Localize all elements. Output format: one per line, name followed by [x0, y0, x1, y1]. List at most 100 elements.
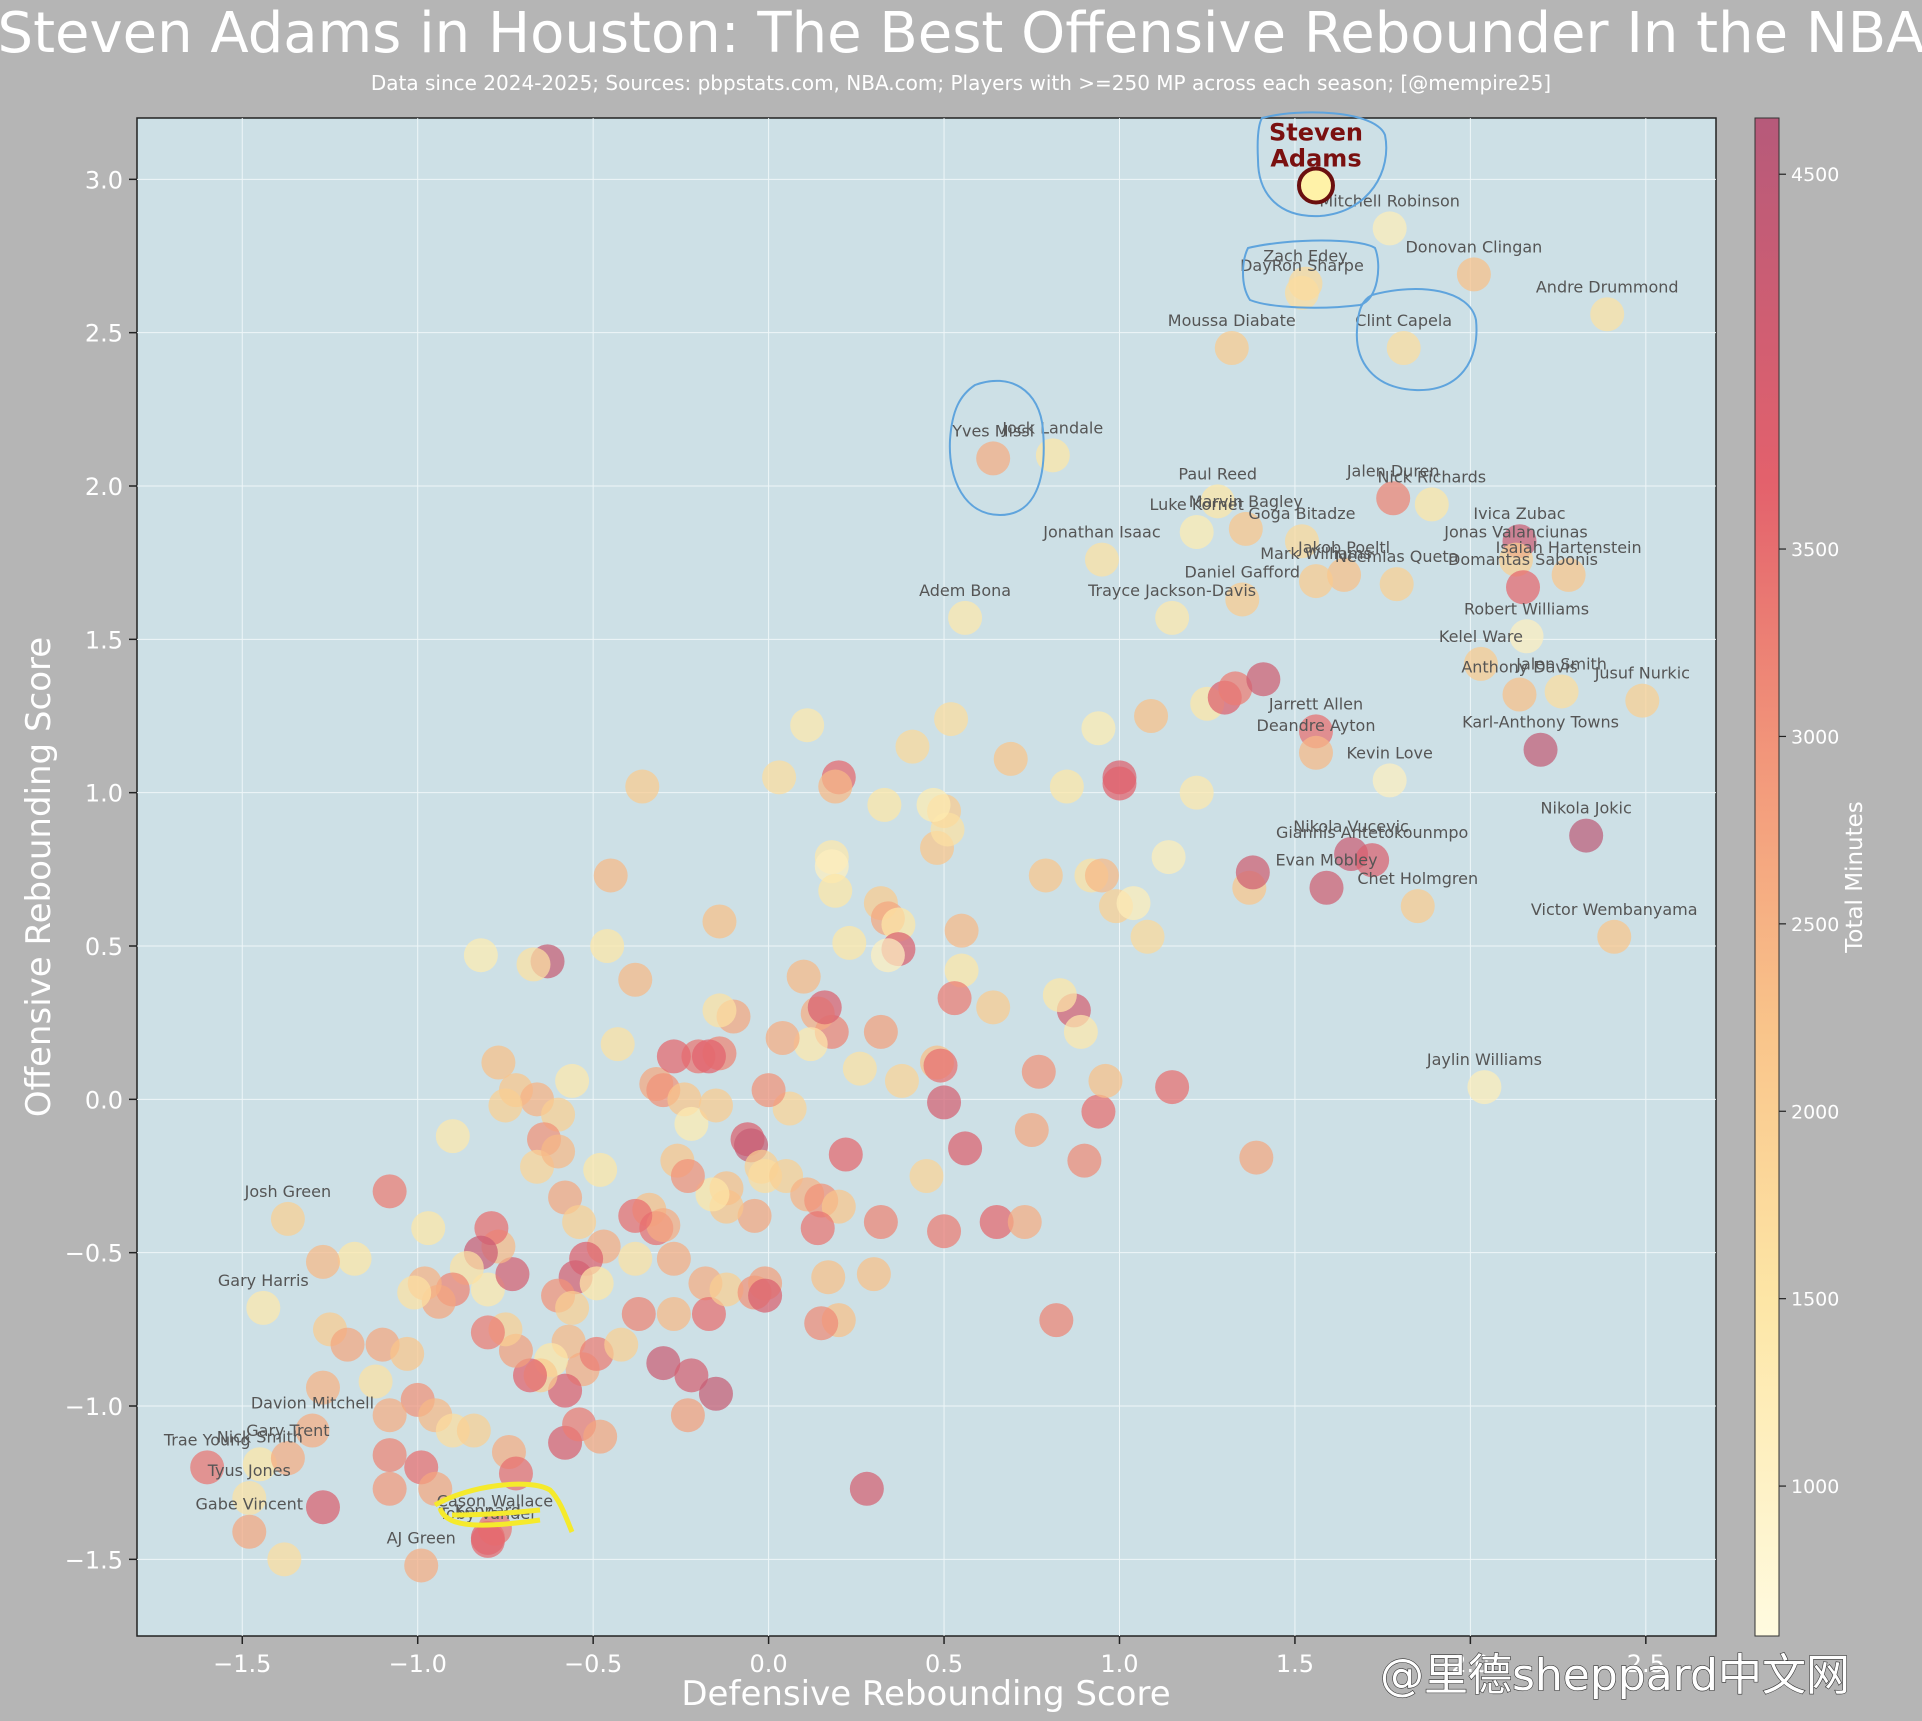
- data-point[interactable]: [1102, 766, 1137, 801]
- data-point[interactable]: [786, 959, 821, 994]
- data-point[interactable]: [330, 1327, 365, 1362]
- data-point[interactable]: [600, 1027, 635, 1062]
- data-point[interactable]: [656, 1297, 691, 1331]
- data-point[interactable]: [305, 1490, 340, 1525]
- data-point[interactable]: [1088, 1063, 1123, 1098]
- player-point[interactable]: [1298, 564, 1333, 599]
- data-point[interactable]: [267, 1542, 302, 1577]
- player-point[interactable]: [1625, 683, 1660, 718]
- player-point[interactable]: [1597, 919, 1632, 954]
- player-point[interactable]: [1551, 557, 1586, 592]
- data-point[interactable]: [358, 1364, 393, 1399]
- player-point[interactable]: [270, 1201, 305, 1236]
- player-point[interactable]: [1509, 619, 1544, 654]
- data-point[interactable]: [1039, 1303, 1074, 1338]
- player-point[interactable]: [1569, 818, 1604, 853]
- data-point[interactable]: [1084, 858, 1119, 893]
- data-point[interactable]: [748, 1278, 783, 1313]
- player-point[interactable]: [948, 600, 983, 635]
- player-point[interactable]: [1400, 889, 1435, 924]
- data-point[interactable]: [807, 990, 842, 1025]
- data-point[interactable]: [1151, 840, 1186, 875]
- data-point[interactable]: [927, 1085, 962, 1120]
- player-point[interactable]: [1372, 211, 1407, 246]
- data-point[interactable]: [495, 1257, 530, 1292]
- data-point[interactable]: [765, 1021, 800, 1055]
- data-point[interactable]: [702, 904, 737, 939]
- player-point[interactable]: [1284, 275, 1319, 310]
- player-point[interactable]: [295, 1413, 330, 1448]
- player-point[interactable]: [270, 1441, 305, 1476]
- player-point[interactable]: [1309, 870, 1344, 905]
- data-point[interactable]: [804, 1306, 839, 1341]
- player-point[interactable]: [1228, 511, 1263, 546]
- data-point[interactable]: [604, 1327, 639, 1362]
- data-point[interactable]: [670, 1398, 705, 1433]
- data-point[interactable]: [1007, 1205, 1042, 1239]
- data-point[interactable]: [372, 1471, 407, 1506]
- data-point[interactable]: [842, 1051, 877, 1086]
- data-point[interactable]: [751, 1073, 786, 1108]
- steven-adams-point[interactable]: [1296, 166, 1335, 205]
- data-point[interactable]: [463, 938, 498, 973]
- data-point[interactable]: [390, 1336, 425, 1371]
- data-point[interactable]: [1155, 1070, 1190, 1105]
- data-point[interactable]: [698, 1376, 733, 1411]
- data-point[interactable]: [762, 760, 797, 795]
- data-point[interactable]: [555, 1063, 590, 1098]
- data-point[interactable]: [618, 1198, 653, 1233]
- data-point[interactable]: [709, 1272, 744, 1307]
- data-point[interactable]: [656, 1039, 691, 1074]
- player-point[interactable]: [242, 1447, 277, 1482]
- data-point[interactable]: [948, 1131, 983, 1166]
- player-point[interactable]: [1372, 763, 1407, 798]
- data-point[interactable]: [737, 1198, 772, 1233]
- data-point[interactable]: [944, 913, 979, 948]
- player-point[interactable]: [470, 1523, 505, 1558]
- data-point[interactable]: [909, 1159, 944, 1193]
- data-point[interactable]: [881, 907, 916, 942]
- player-point[interactable]: [1379, 567, 1414, 602]
- data-point[interactable]: [695, 1177, 730, 1212]
- data-point[interactable]: [916, 787, 951, 822]
- data-point[interactable]: [828, 1137, 863, 1172]
- player-point[interactable]: [1463, 646, 1498, 681]
- data-point[interactable]: [372, 1398, 407, 1433]
- data-point[interactable]: [1028, 858, 1063, 893]
- player-point[interactable]: [1386, 331, 1421, 365]
- data-point[interactable]: [1081, 1094, 1116, 1129]
- data-point[interactable]: [691, 1297, 726, 1331]
- player-point[interactable]: [1084, 542, 1119, 577]
- data-point[interactable]: [927, 1214, 962, 1249]
- data-point[interactable]: [698, 1088, 733, 1123]
- data-point[interactable]: [646, 1208, 681, 1243]
- data-point[interactable]: [418, 1471, 453, 1506]
- data-point[interactable]: [481, 1045, 516, 1080]
- data-point[interactable]: [618, 962, 653, 997]
- data-point[interactable]: [793, 1027, 828, 1062]
- player-point[interactable]: [232, 1481, 267, 1515]
- data-point[interactable]: [555, 1290, 590, 1325]
- data-point[interactable]: [691, 1039, 726, 1074]
- data-point[interactable]: [1235, 855, 1270, 890]
- data-point[interactable]: [979, 1205, 1014, 1239]
- data-point[interactable]: [832, 925, 867, 960]
- data-point[interactable]: [372, 1174, 407, 1209]
- data-point[interactable]: [397, 1275, 432, 1310]
- data-point[interactable]: [863, 1205, 898, 1239]
- player-point[interactable]: [1456, 257, 1491, 292]
- data-point[interactable]: [593, 858, 628, 893]
- data-point[interactable]: [1239, 1140, 1274, 1175]
- data-point[interactable]: [579, 1266, 614, 1301]
- data-point[interactable]: [1049, 769, 1084, 804]
- data-point[interactable]: [937, 981, 972, 1016]
- data-point[interactable]: [800, 1211, 835, 1246]
- data-point[interactable]: [456, 1413, 491, 1448]
- data-point[interactable]: [1134, 699, 1169, 733]
- data-point[interactable]: [863, 1014, 898, 1049]
- data-point[interactable]: [583, 1152, 618, 1187]
- data-point[interactable]: [470, 1272, 505, 1307]
- data-point[interactable]: [548, 1373, 583, 1408]
- data-point[interactable]: [1063, 1014, 1098, 1049]
- data-point[interactable]: [870, 938, 905, 973]
